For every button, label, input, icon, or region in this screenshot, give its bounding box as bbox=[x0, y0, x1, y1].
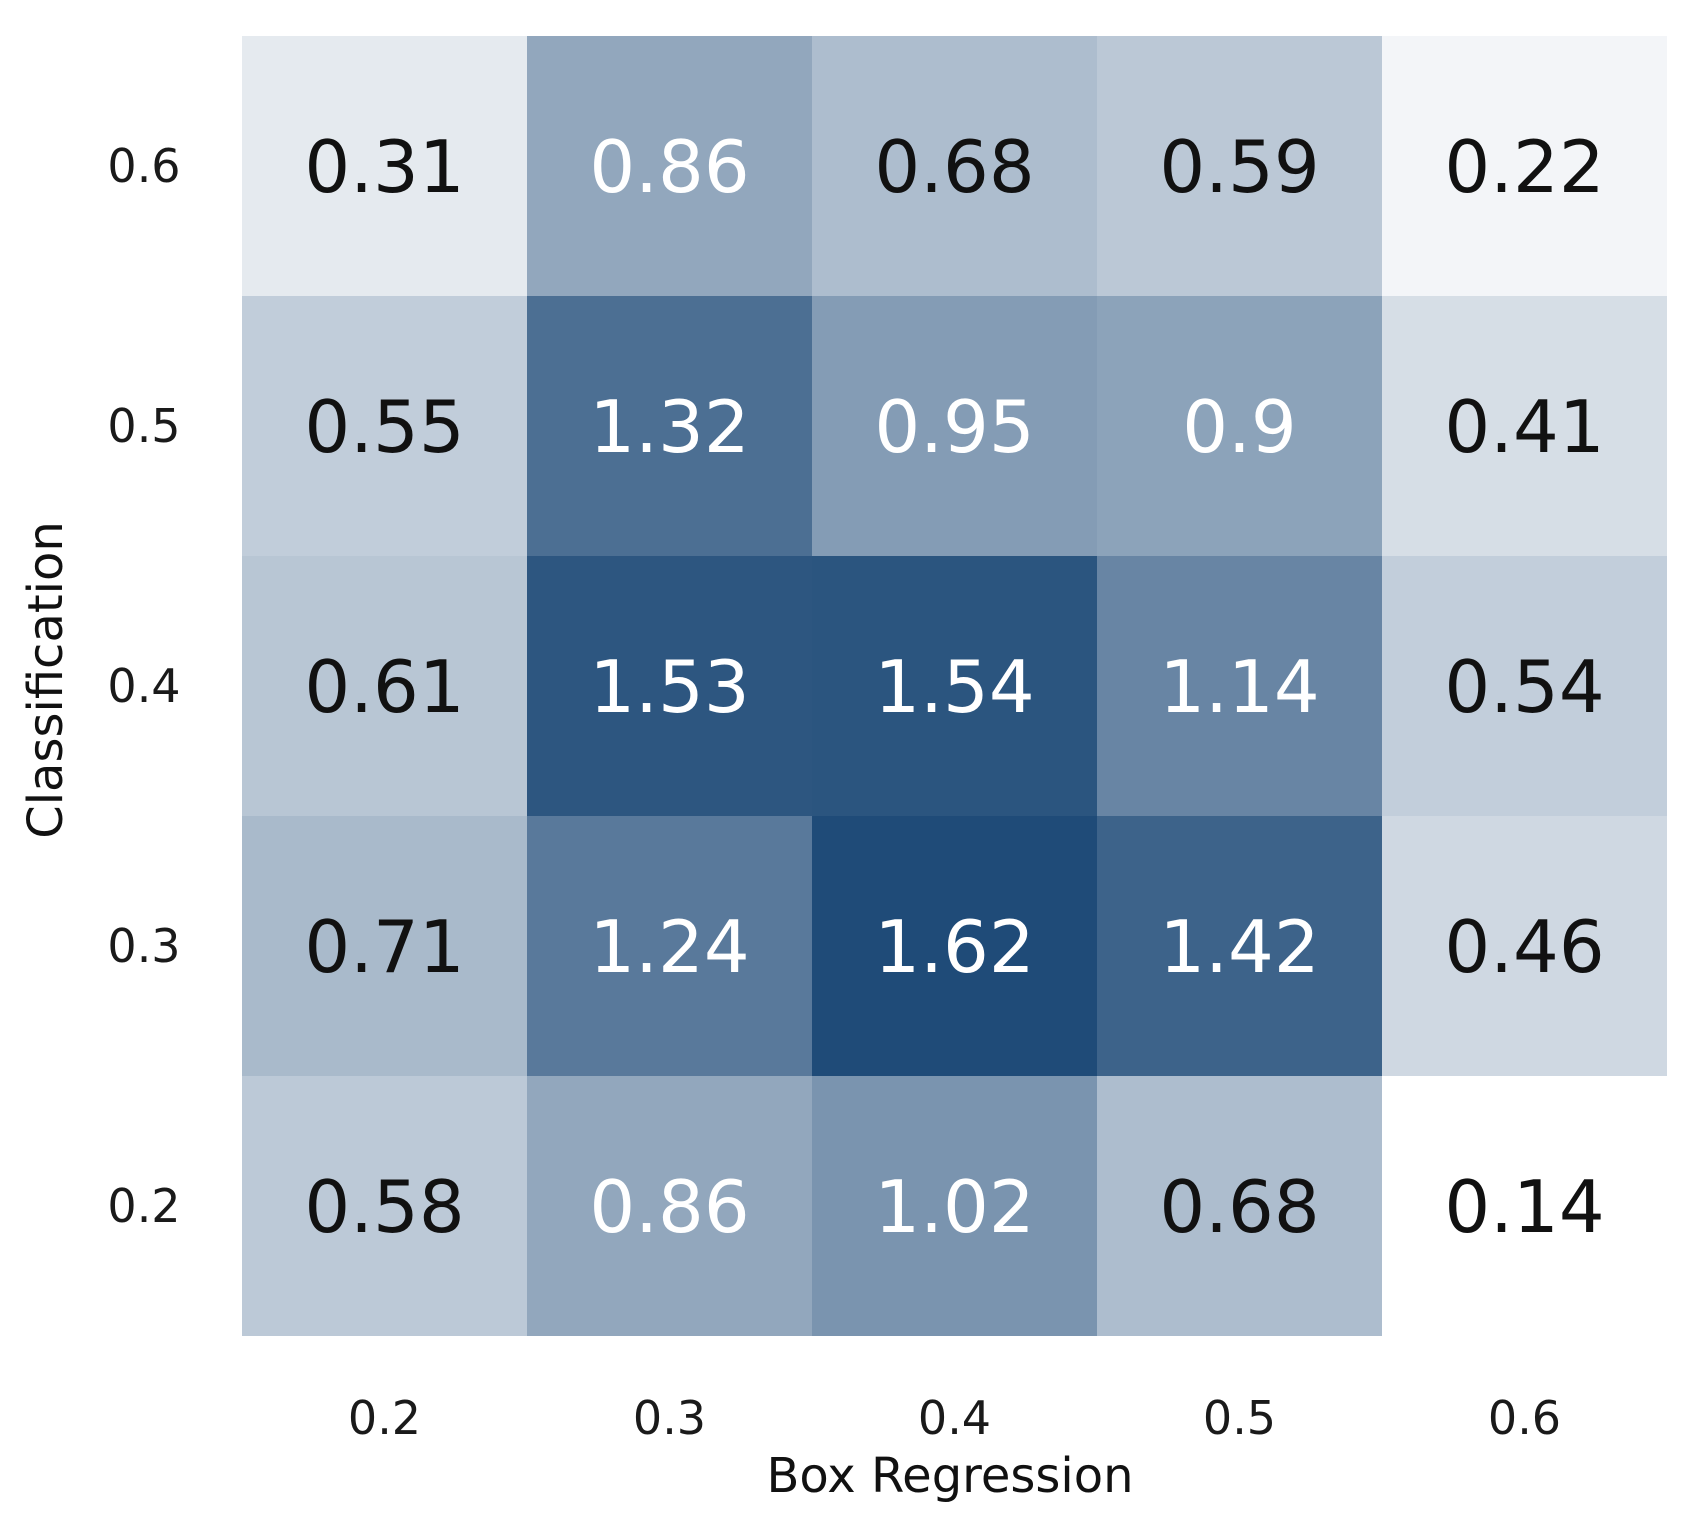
y-tick-label: 0.6 bbox=[107, 139, 180, 193]
cell-value-label: 0.86 bbox=[589, 125, 749, 209]
heatmap-cell bbox=[527, 1076, 812, 1336]
heatmap-cell bbox=[812, 296, 1097, 556]
cell-value-label: 0.95 bbox=[874, 385, 1034, 469]
cell-value-label: 1.14 bbox=[1159, 645, 1319, 729]
x-tick-label: 0.6 bbox=[1488, 1391, 1561, 1445]
cell-value-label: 0.54 bbox=[1444, 645, 1604, 729]
cell-value-label: 1.54 bbox=[874, 645, 1034, 729]
cell-value-label: 0.68 bbox=[1159, 1165, 1319, 1249]
heatmap-cell bbox=[812, 556, 1097, 816]
cell-value-label: 1.32 bbox=[589, 385, 749, 469]
heatmap-cell bbox=[812, 1076, 1097, 1336]
x-axis-title: Box Regression bbox=[766, 1448, 1133, 1504]
heatmap-cell bbox=[527, 556, 812, 816]
cell-value-label: 0.68 bbox=[874, 125, 1034, 209]
y-tick-labels: 0.6 0.5 0.4 0.3 0.2 bbox=[107, 139, 180, 1233]
cell-value-label: 0.61 bbox=[304, 645, 464, 729]
y-tick-label: 0.3 bbox=[107, 919, 180, 973]
cell-value-label: 0.9 bbox=[1182, 385, 1297, 469]
heatmap-cell bbox=[1382, 1076, 1667, 1336]
cell-value-label: 0.71 bbox=[304, 905, 464, 989]
y-tick-label: 0.4 bbox=[107, 659, 180, 713]
cell-labels-layer: 0.31 0.86 0.68 0.59 0.22 0.55 1.32 0.95 0.9 0.41 0… bbox=[304, 125, 1604, 1249]
y-axis-title: Classification bbox=[18, 521, 74, 839]
x-tick-label: 0.2 bbox=[348, 1391, 421, 1445]
cell-value-label: 1.53 bbox=[589, 645, 749, 729]
heatmap-cell bbox=[1097, 296, 1382, 556]
heatmap-cell bbox=[1382, 296, 1667, 556]
heatmap-cell bbox=[1097, 1076, 1382, 1336]
x-tick-label: 0.3 bbox=[633, 1391, 706, 1445]
heatmap-cell bbox=[527, 296, 812, 556]
cell-value-label: 0.55 bbox=[304, 385, 464, 469]
heatmap-cell bbox=[1382, 36, 1667, 296]
heatmap-cell bbox=[812, 816, 1097, 1076]
cell-value-label: 0.31 bbox=[304, 125, 464, 209]
heatmap-cell bbox=[1097, 816, 1382, 1076]
cell-value-label: 0.58 bbox=[304, 1165, 464, 1249]
heatmap-cell bbox=[527, 816, 812, 1076]
cell-value-label: 1.62 bbox=[874, 905, 1034, 989]
cell-value-label: 0.59 bbox=[1159, 125, 1319, 209]
heatmap-cell bbox=[1097, 556, 1382, 816]
y-tick-label: 0.5 bbox=[107, 399, 180, 453]
heatmap-cell bbox=[1382, 556, 1667, 816]
cell-value-label: 1.24 bbox=[589, 905, 749, 989]
cell-value-label: 0.22 bbox=[1444, 125, 1604, 209]
heatmap-cell bbox=[242, 296, 527, 556]
heatmap-cell bbox=[242, 556, 527, 816]
heatmap-cell bbox=[1382, 816, 1667, 1076]
cell-value-label: 1.02 bbox=[874, 1165, 1034, 1249]
heatmap-cell bbox=[242, 36, 527, 296]
cell-value-label: 1.42 bbox=[1159, 905, 1319, 989]
heatmap-cell bbox=[812, 36, 1097, 296]
x-tick-label: 0.5 bbox=[1203, 1391, 1276, 1445]
cell-value-label: 0.14 bbox=[1444, 1165, 1604, 1249]
y-tick-label: 0.2 bbox=[107, 1179, 180, 1233]
heatmap-cell bbox=[242, 816, 527, 1076]
cells-layer bbox=[242, 36, 1667, 1336]
cell-value-label: 0.86 bbox=[589, 1165, 749, 1249]
heatmap-cell bbox=[1097, 36, 1382, 296]
cell-value-label: 0.41 bbox=[1444, 385, 1604, 469]
x-tick-labels: 0.2 0.3 0.4 0.5 0.6 bbox=[348, 1391, 1561, 1445]
heatmap-cell bbox=[527, 36, 812, 296]
cell-value-label: 0.46 bbox=[1444, 905, 1604, 989]
x-tick-label: 0.4 bbox=[918, 1391, 991, 1445]
heatmap-cell bbox=[242, 1076, 527, 1336]
